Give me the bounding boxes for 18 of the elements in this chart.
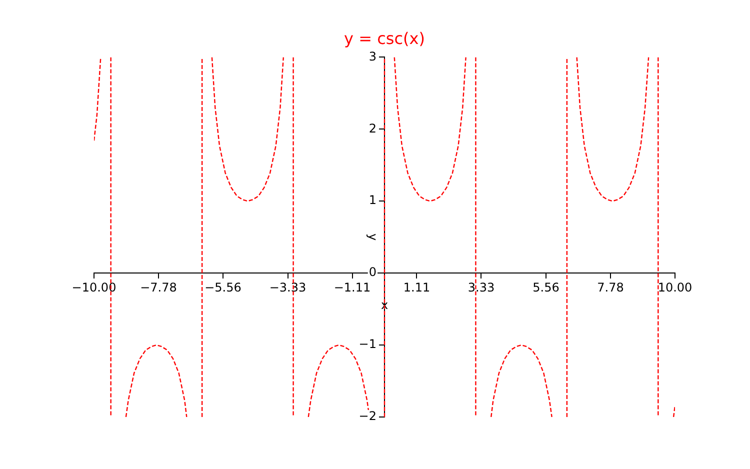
x-tick-label: 7.78 (597, 280, 624, 294)
y-tick-label: −1 (358, 337, 376, 352)
x-tick-label: −1.11 (334, 280, 371, 294)
y-tick-label: 0 (368, 265, 376, 280)
y-axis-title: y (366, 234, 380, 241)
chart-title: y = csc(x) (344, 28, 425, 48)
x-tick-label: 3.33 (468, 280, 495, 294)
x-tick-label: −3.33 (269, 280, 306, 294)
x-tick-label: −7.78 (140, 280, 177, 294)
x-tick-label: 5.56 (532, 280, 560, 294)
y-tick-label: 3 (368, 49, 376, 64)
x-tick-label: −10.00 (72, 280, 116, 294)
y-tick-label: 1 (368, 193, 376, 208)
y-tick-label: −2 (358, 409, 376, 424)
y-tick-label: 2 (368, 121, 376, 136)
x-tick-label: 1.11 (403, 280, 430, 294)
x-tick-label: 10.00 (658, 280, 692, 294)
x-tick-label: −5.56 (204, 280, 242, 294)
